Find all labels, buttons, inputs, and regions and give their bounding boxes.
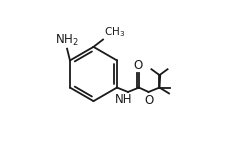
Text: CH$_3$: CH$_3$ [104,25,125,39]
Text: O: O [144,94,154,107]
Text: NH$_2$: NH$_2$ [55,33,79,48]
Text: NH: NH [114,93,132,106]
Text: O: O [134,59,143,72]
